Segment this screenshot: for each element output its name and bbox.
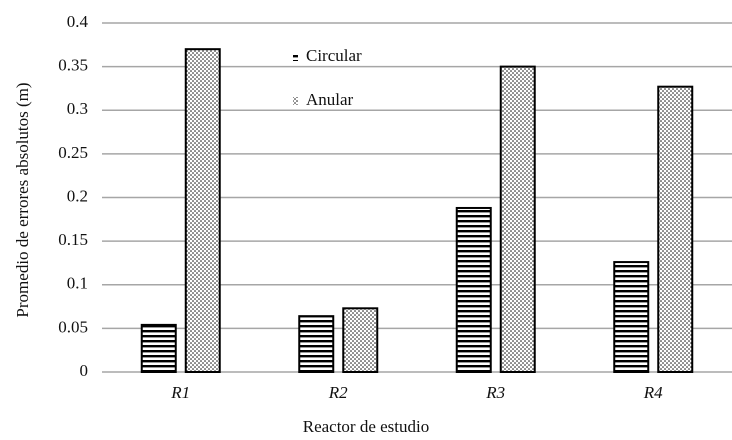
legend-swatch	[293, 97, 298, 105]
bar	[613, 261, 650, 373]
y-tick-label: 0.2	[67, 186, 88, 205]
bar	[455, 206, 492, 373]
y-axis-label: Promedio de errores absolutos (m)	[13, 82, 32, 317]
x-axis-label: Reactor de estudio	[303, 417, 430, 436]
bar	[184, 48, 221, 374]
y-tick-label: 0.25	[58, 143, 88, 162]
x-tick-label: R2	[328, 383, 348, 402]
y-tick-label: 0.4	[67, 12, 89, 31]
y-tick-label: 0.05	[58, 317, 88, 336]
bar	[140, 323, 177, 374]
legend-label: Circular	[306, 46, 362, 65]
y-tick-label: 0.3	[67, 99, 88, 118]
y-tick-label: 0	[80, 361, 89, 380]
y-tick-label: 0.35	[58, 56, 88, 75]
x-tick-label: R3	[485, 383, 505, 402]
legend-label: Anular	[306, 90, 354, 109]
bar	[298, 315, 335, 374]
bar	[657, 85, 694, 373]
x-tick-label: R4	[643, 383, 663, 402]
x-tick-label: R1	[170, 383, 190, 402]
bar	[499, 65, 536, 373]
y-tick-label: 0.15	[58, 230, 88, 249]
bar	[342, 307, 379, 373]
legend-swatch	[293, 53, 298, 61]
y-tick-label: 0.1	[67, 274, 88, 293]
